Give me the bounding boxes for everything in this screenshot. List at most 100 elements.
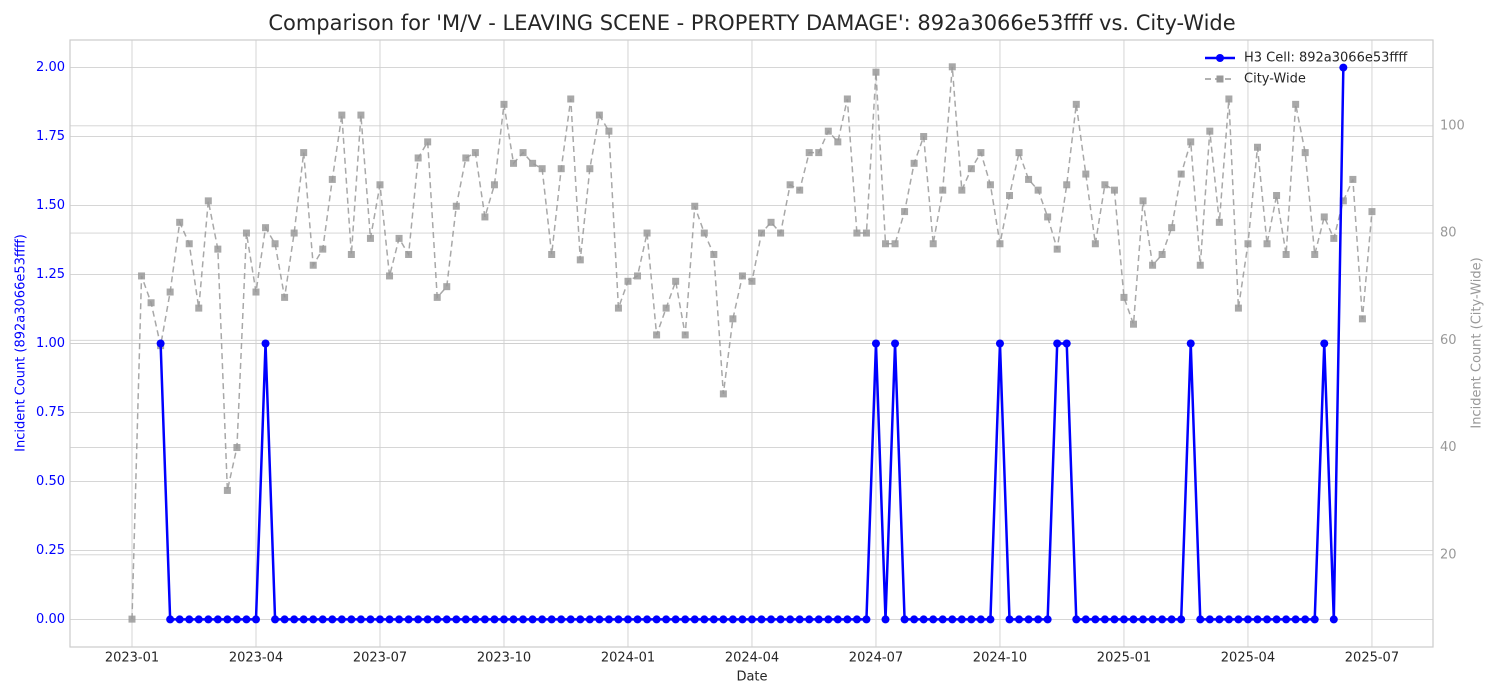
data-point — [519, 615, 528, 624]
data-point — [604, 615, 613, 624]
data-point — [738, 615, 747, 624]
data-point — [853, 229, 861, 237]
data-point — [681, 615, 690, 624]
data-point — [395, 615, 404, 624]
data-point — [929, 615, 938, 624]
data-point — [671, 615, 680, 624]
data-point — [624, 277, 632, 285]
data-point — [881, 615, 890, 624]
data-point — [1005, 615, 1014, 624]
data-point — [538, 615, 547, 624]
data-point — [204, 615, 213, 624]
data-point — [1253, 143, 1261, 151]
data-point — [452, 202, 460, 210]
data-point — [490, 615, 499, 624]
data-point — [1120, 293, 1128, 301]
data-point — [271, 615, 280, 624]
data-point — [538, 165, 546, 173]
data-point — [1215, 615, 1224, 624]
data-point — [652, 615, 661, 624]
data-point — [519, 149, 527, 157]
y2-tick-label: 60 — [1440, 333, 1457, 348]
data-point — [1177, 170, 1185, 178]
data-point — [347, 615, 356, 624]
data-point — [338, 111, 346, 119]
data-point — [996, 240, 1004, 248]
data-point — [1034, 186, 1042, 194]
data-point — [891, 240, 899, 248]
data-point — [328, 175, 336, 183]
data-point — [691, 202, 699, 210]
data-point — [709, 615, 718, 624]
x-tick-label: 2023-04 — [229, 651, 283, 666]
data-point — [414, 615, 423, 624]
data-point — [1091, 240, 1099, 248]
data-point — [1310, 615, 1319, 624]
data-point — [633, 615, 642, 624]
data-point — [976, 615, 985, 624]
data-point — [204, 197, 212, 205]
data-point — [748, 277, 756, 285]
data-point — [795, 615, 804, 624]
y2-tick-label: 100 — [1440, 118, 1465, 133]
data-point — [529, 159, 537, 167]
y-tick-label: 0.00 — [36, 612, 65, 627]
data-point — [1349, 175, 1357, 183]
data-point — [967, 165, 975, 173]
data-point — [166, 615, 175, 624]
data-point — [443, 283, 451, 291]
data-point — [719, 390, 727, 398]
data-point — [1006, 192, 1014, 200]
data-point — [1148, 615, 1157, 624]
data-point — [1282, 250, 1290, 258]
data-point — [318, 615, 327, 624]
data-point — [261, 339, 270, 348]
x-tick-label: 2024-01 — [601, 651, 655, 666]
data-point — [729, 315, 737, 323]
data-point — [1110, 186, 1118, 194]
data-point — [1119, 615, 1128, 624]
data-point — [719, 615, 728, 624]
data-point — [862, 229, 870, 237]
data-point — [404, 615, 413, 624]
data-point — [1015, 615, 1024, 624]
data-point — [805, 149, 813, 157]
data-point — [567, 95, 575, 103]
data-point — [251, 615, 260, 624]
plot-frame — [69, 39, 1434, 648]
data-point — [986, 615, 995, 624]
data-point — [1063, 181, 1071, 189]
data-point — [1301, 149, 1309, 157]
data-point — [1263, 240, 1271, 248]
data-point — [1158, 250, 1166, 258]
data-point — [185, 240, 193, 248]
data-point — [1158, 615, 1167, 624]
data-point — [920, 133, 928, 141]
data-point — [280, 615, 289, 624]
data-point — [1320, 339, 1329, 348]
data-point — [824, 127, 832, 135]
x-tick-label: 2025-01 — [1097, 651, 1151, 666]
data-point — [1330, 234, 1338, 242]
data-point — [995, 339, 1004, 348]
data-point — [1234, 615, 1243, 624]
data-point — [1043, 615, 1052, 624]
legend-label: City-Wide — [1244, 72, 1306, 87]
data-point — [1205, 615, 1214, 624]
y-tick-label: 1.00 — [36, 336, 65, 351]
data-point — [1282, 615, 1291, 624]
data-point — [929, 240, 937, 248]
data-point — [1082, 170, 1090, 178]
data-point — [566, 615, 575, 624]
data-point — [728, 615, 737, 624]
data-point — [366, 234, 374, 242]
data-point — [585, 615, 594, 624]
data-point — [1186, 339, 1195, 348]
data-point — [1263, 615, 1272, 624]
data-point — [882, 240, 890, 248]
data-point — [1292, 100, 1300, 108]
data-point — [176, 218, 184, 226]
data-point — [1072, 615, 1081, 624]
x-tick-label: 2023-10 — [477, 651, 531, 666]
